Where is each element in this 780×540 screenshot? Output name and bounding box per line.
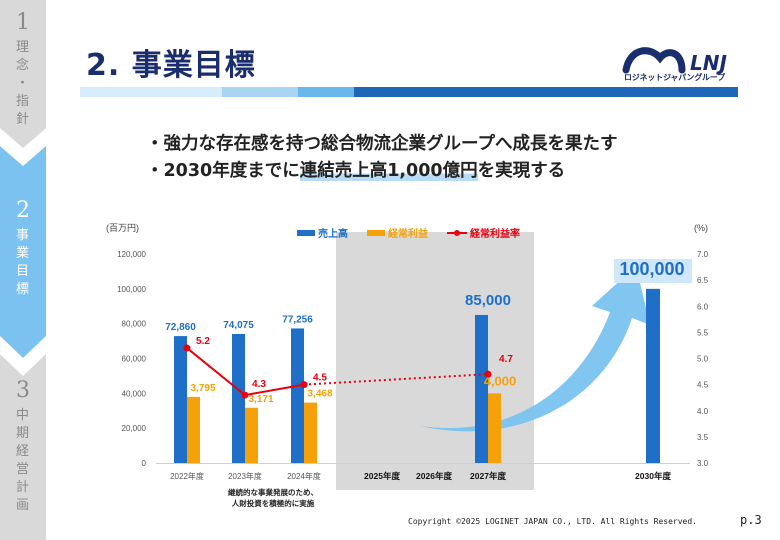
sales-bar-2027年度 [475,314,488,463]
bullet-2-post: を実現する [477,161,566,181]
lnj-logo: LNJ [622,47,727,75]
left-tick-label: 60,000 [122,355,147,364]
legend-rate-marker [454,230,460,236]
sales-label-2022年度: 72,860 [165,322,196,333]
rate-label-2024年度: 4.5 [313,373,327,384]
rate-marker-2022年度 [183,344,191,352]
rail-step-1[interactable]: 1 理念・指針 [0,10,46,129]
rail-chevron-graphic [0,128,46,376]
left-axis-unit: (百万円) [106,223,139,233]
header-color-strip [80,87,738,97]
rate-label-2027年度: 4.7 [499,354,513,365]
right-tick-label: 3.5 [697,433,709,442]
copyright-text: Copyright ©2025 LOGINET JAPAN CO., LTD. … [408,517,697,526]
logo-subtitle: ロジネットジャパングループ [624,73,725,82]
goal-bullets: ・強力な存在感を持つ総合物流企業グループへ成長を果たす ・2030年度までに連結… [146,131,617,185]
left-tick-label: 0 [142,459,147,468]
left-tick-label: 80,000 [122,320,147,329]
category-label-2027年度: 2027年度 [470,471,506,481]
profit-label-2023年度: 3,171 [248,394,273,405]
rail-step-1-label: 理念・指針 [15,40,30,127]
legend-profit-swatch [367,230,385,236]
rate-line-forecast [303,373,489,386]
rail-step-2[interactable]: 2 事業目標 [0,198,46,299]
bullet-1: ・強力な存在感を持つ総合物流企業グループへ成長を果たす [146,134,618,154]
category-label-2030年度: 2030年度 [635,471,671,481]
profit-label-2027年度: 4,000 [484,373,517,388]
legend-rate-label: 経常利益率 [470,227,520,240]
profit-bar-2022年度 [187,396,200,463]
bullet-2-highlight: 連結売上高1,000億円 [299,161,478,181]
sales-bar-2022年度 [174,336,187,463]
category-label-2022年度: 2022年度 [170,471,204,481]
category-label-2024年度: 2024年度 [287,471,321,481]
target-label-highlight [614,259,692,283]
sales-label-2023年度: 74,075 [223,320,254,331]
bullet-2-pre: ・2030年度までに [146,161,300,181]
legend-sales-label: 売上高 [318,227,348,240]
chapter-rail: 1 理念・指針 2 事業目標 3 中期経営計画 [0,0,46,540]
rail-step-2-label: 事業目標 [15,228,30,297]
rail-step-3[interactable]: 3 中期経営計画 [0,378,46,515]
left-tick-label: 40,000 [122,389,147,398]
right-tick-label: 4.0 [697,407,709,416]
left-tick-label: 100,000 [117,285,146,294]
page-number: p.3 [740,513,762,527]
left-tick-label: 20,000 [122,424,147,433]
sales-bar-2024年度 [291,328,304,463]
right-tick-label: 4.5 [697,381,709,390]
legend-sales-swatch [297,230,315,236]
rail-step-1-number: 1 [16,10,30,35]
rate-marker-2027年度 [484,370,492,378]
rate-label-2022年度: 5.2 [196,336,210,347]
sales-bar-2030年度 [646,288,660,463]
sales-label-2024年度: 77,256 [282,314,313,325]
rate-marker-2023年度 [241,391,249,399]
sales-label-2030年度: 100,000 [619,259,684,279]
sales-label-2027年度: 85,000 [465,292,511,309]
right-tick-label: 3.0 [697,459,709,468]
category-label-2025年度: 2025年度 [364,471,400,481]
right-tick-label: 6.0 [697,302,709,311]
right-tick-label: 5.5 [697,328,709,337]
rail-step-3-label: 中期経営計画 [15,408,30,513]
rail-step-3-number: 3 [16,378,30,403]
logo-mark-text: LNJ [690,51,727,75]
profit-label-2022年度: 3,795 [190,383,215,394]
note-line-1: 継続的な事業発展のため、 [228,487,318,497]
legend-profit-label: 経常利益 [388,227,428,240]
rate-marker-2024年度 [300,381,308,389]
left-tick-label: 120,000 [117,250,146,259]
right-tick-label: 7.0 [697,250,709,259]
rail-step-2-number: 2 [16,198,30,223]
page-title: 2. 事業目標 [86,48,256,83]
profit-bar-2023年度 [245,407,258,463]
category-label-2026年度: 2026年度 [416,471,452,481]
note-line-2: 人財投資を積極的に実施 [232,498,315,508]
rate-label-2023年度: 4.3 [252,379,266,390]
right-axis-unit: (%) [694,223,708,233]
right-tick-label: 6.5 [697,276,709,285]
profit-bar-2027年度 [488,393,501,463]
category-label-2023年度: 2023年度 [228,471,262,481]
right-tick-label: 5.0 [697,355,709,364]
sales-bar-2023年度 [232,333,245,463]
profit-bar-2024年度 [304,402,317,463]
profit-label-2024年度: 3,468 [307,389,332,400]
bullet-2: ・2030年度までに連結売上高1,000億円を実現する [146,158,617,185]
